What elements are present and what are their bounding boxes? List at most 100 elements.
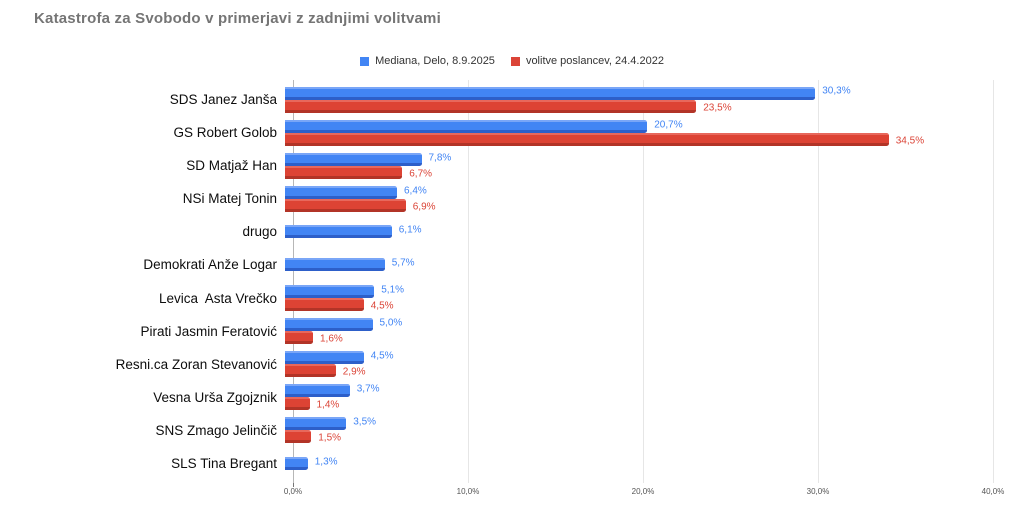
bar-group: 7,8% 6,7% <box>285 149 985 182</box>
category-row: SD Matjaž Han 7,8% 6,7% <box>0 149 993 182</box>
bar-volitve-poslancev[interactable]: 6,7% <box>285 165 432 179</box>
bar-value-label: 1,6% <box>320 333 343 345</box>
bar-rows: SDS Janez Janša 30,3% 23,5% GS Robert Golob… <box>0 83 993 480</box>
bar-value-label: 20,7% <box>654 119 683 131</box>
category-label: Vesna Urša Zgojznik <box>153 389 277 405</box>
bar-mediana-delo[interactable]: 3,7% <box>285 384 380 398</box>
bar-value-label: 1,3% <box>314 456 338 468</box>
category-label: SNS Zmago Jelinčič <box>155 422 277 438</box>
bar-group: 4,5% 2,9% <box>285 348 985 381</box>
bar-mediana-delo[interactable]: 6,1% <box>285 225 422 239</box>
bar-value-label: 6,9% <box>412 201 436 213</box>
category-row: Levica Asta Vrečko 5,1% 4,5% <box>0 282 993 315</box>
bar-volitve-poslancev[interactable]: 23,5% <box>285 99 732 113</box>
category-label: Levica Asta Vrečko <box>158 290 277 306</box>
x-axis-tick-label: 40,0% <box>981 487 1005 496</box>
chart-title: Katastrofa za Svobodo v primerjavi z zad… <box>34 10 441 27</box>
x-axis-tick-label: 0,0% <box>283 487 303 496</box>
category-label: Pirati Jasmin Feratović <box>140 323 277 339</box>
bar-value-label: 4,5% <box>370 350 394 362</box>
x-axis: 0,0% 10,0% 20,0% 30,0% 40,0% <box>0 487 1024 501</box>
bar-volitve-poslancev[interactable]: 1,5% <box>285 430 341 444</box>
legend-label: volitve poslancev, 24.4.2022 <box>525 55 664 67</box>
category-label: Demokrati Anže Logar <box>143 257 277 273</box>
category-row: SLS Tina Bregant 1,3% <box>0 447 993 480</box>
bar-mediana-delo[interactable]: 30,3% <box>285 86 851 100</box>
bar-value-label: 30,3% <box>822 85 851 97</box>
bar-value-label: 5,0% <box>379 317 403 329</box>
bar-group: 30,3% 23,5% <box>285 83 985 116</box>
category-label: drugo <box>242 224 277 240</box>
category-label: GS Robert Golob <box>173 125 277 141</box>
bar-value-label: 6,4% <box>404 185 427 197</box>
bar-volitve-poslancev[interactable]: 1,4% <box>285 397 339 411</box>
legend-label: Mediana, Delo, 8.9.2025 <box>375 55 495 67</box>
category-row: Demokrati Anže Logar 5,7% <box>0 248 993 281</box>
gridline <box>643 80 644 483</box>
bar-value-label: 4,5% <box>370 300 394 312</box>
bar-mediana-delo[interactable]: 6,4% <box>285 185 427 199</box>
bar-mediana-delo[interactable]: 20,7% <box>285 119 683 133</box>
category-label: SDS Janez Janša <box>169 92 277 108</box>
plot-area <box>293 80 994 483</box>
category-row: Resni.ca Zoran Stevanović 4,5% 2,9% <box>0 348 993 381</box>
category-label: SD Matjaž Han <box>186 158 277 174</box>
bar-value-label: 2,9% <box>342 366 366 378</box>
x-axis-tick-label: 30,0% <box>806 487 830 496</box>
x-axis-tick-label: 10,0% <box>456 487 480 496</box>
bar-value-label: 6,1% <box>398 224 422 236</box>
bar-group: 5,0% 1,6% <box>285 315 985 348</box>
bar-value-label: 5,7% <box>391 257 415 269</box>
category-row: SNS Zmago Jelinčič 3,5% 1,5% <box>0 414 993 447</box>
bar-value-label: 34,5% <box>895 135 925 147</box>
legend-item-mediana-delo[interactable]: Mediana, Delo, 8.9.2025 <box>360 55 495 67</box>
bar-value-label: 6,7% <box>409 168 433 180</box>
bar-group: 6,1% <box>285 215 985 248</box>
bar-group: 1,3% <box>285 447 985 480</box>
bar-group: 20,7% 34,5% <box>285 116 985 149</box>
bar-group: 3,5% 1,5% <box>285 414 985 447</box>
bar-mediana-delo[interactable]: 7,8% <box>285 152 451 166</box>
bar-volitve-poslancev[interactable]: 1,6% <box>285 331 343 345</box>
category-label: SLS Tina Bregant <box>171 455 277 471</box>
category-label: Resni.ca Zoran Stevanović <box>115 356 277 372</box>
legend-swatch-icon <box>360 56 370 66</box>
bar-value-label: 1,4% <box>316 399 340 411</box>
legend-swatch-icon <box>510 56 520 66</box>
bar-mediana-delo[interactable]: 4,5% <box>285 351 394 365</box>
category-label: NSi Matej Tonin <box>182 191 277 207</box>
bar-volitve-poslancev[interactable]: 4,5% <box>285 298 394 312</box>
gridline <box>468 80 469 483</box>
bar-group: 6,4% 6,9% <box>285 182 985 215</box>
legend-item-volitve-poslancev[interactable]: volitve poslancev, 24.4.2022 <box>510 55 664 67</box>
axis-zero-tick <box>293 483 294 487</box>
legend: Mediana, Delo, 8.9.2025 volitve poslancev… <box>0 55 1024 67</box>
bar-mediana-delo[interactable]: 5,1% <box>285 284 404 299</box>
bar-volitve-poslancev[interactable]: 34,5% <box>285 132 924 146</box>
bar-value-label: 23,5% <box>703 102 732 114</box>
bar-value-label: 3,5% <box>353 416 377 428</box>
bar-value-label: 3,7% <box>356 383 380 395</box>
category-row: SDS Janez Janša 30,3% 23,5% <box>0 83 993 116</box>
bar-mediana-delo[interactable]: 5,0% <box>285 318 402 332</box>
bar-value-label: 7,8% <box>428 152 452 164</box>
bar-value-label: 5,1% <box>381 284 405 296</box>
category-row: Pirati Jasmin Feratović 5,0% 1,6% <box>0 315 993 348</box>
x-axis-tick-label: 20,0% <box>631 487 655 496</box>
category-row: GS Robert Golob 20,7% 34,5% <box>0 116 993 149</box>
gridline <box>818 80 819 483</box>
bar-mediana-delo[interactable]: 3,5% <box>285 417 376 431</box>
bar-group: 3,7% 1,4% <box>285 381 985 414</box>
bar-value-label: 1,5% <box>318 432 342 444</box>
y-axis-line <box>293 80 294 483</box>
category-row: Vesna Urša Zgojznik 3,7% 1,4% <box>0 381 993 414</box>
bar-mediana-delo[interactable]: 1,3% <box>285 456 338 470</box>
bar-mediana-delo[interactable]: 5,7% <box>285 258 415 272</box>
bar-group: 5,1% 4,5% <box>285 282 985 315</box>
bar-volitve-poslancev[interactable]: 6,9% <box>285 198 436 212</box>
bar-volitve-poslancev[interactable]: 2,9% <box>285 364 366 378</box>
gridline <box>993 80 994 483</box>
category-row: drugo 6,1% <box>0 215 993 248</box>
bar-group: 5,7% <box>285 248 985 281</box>
